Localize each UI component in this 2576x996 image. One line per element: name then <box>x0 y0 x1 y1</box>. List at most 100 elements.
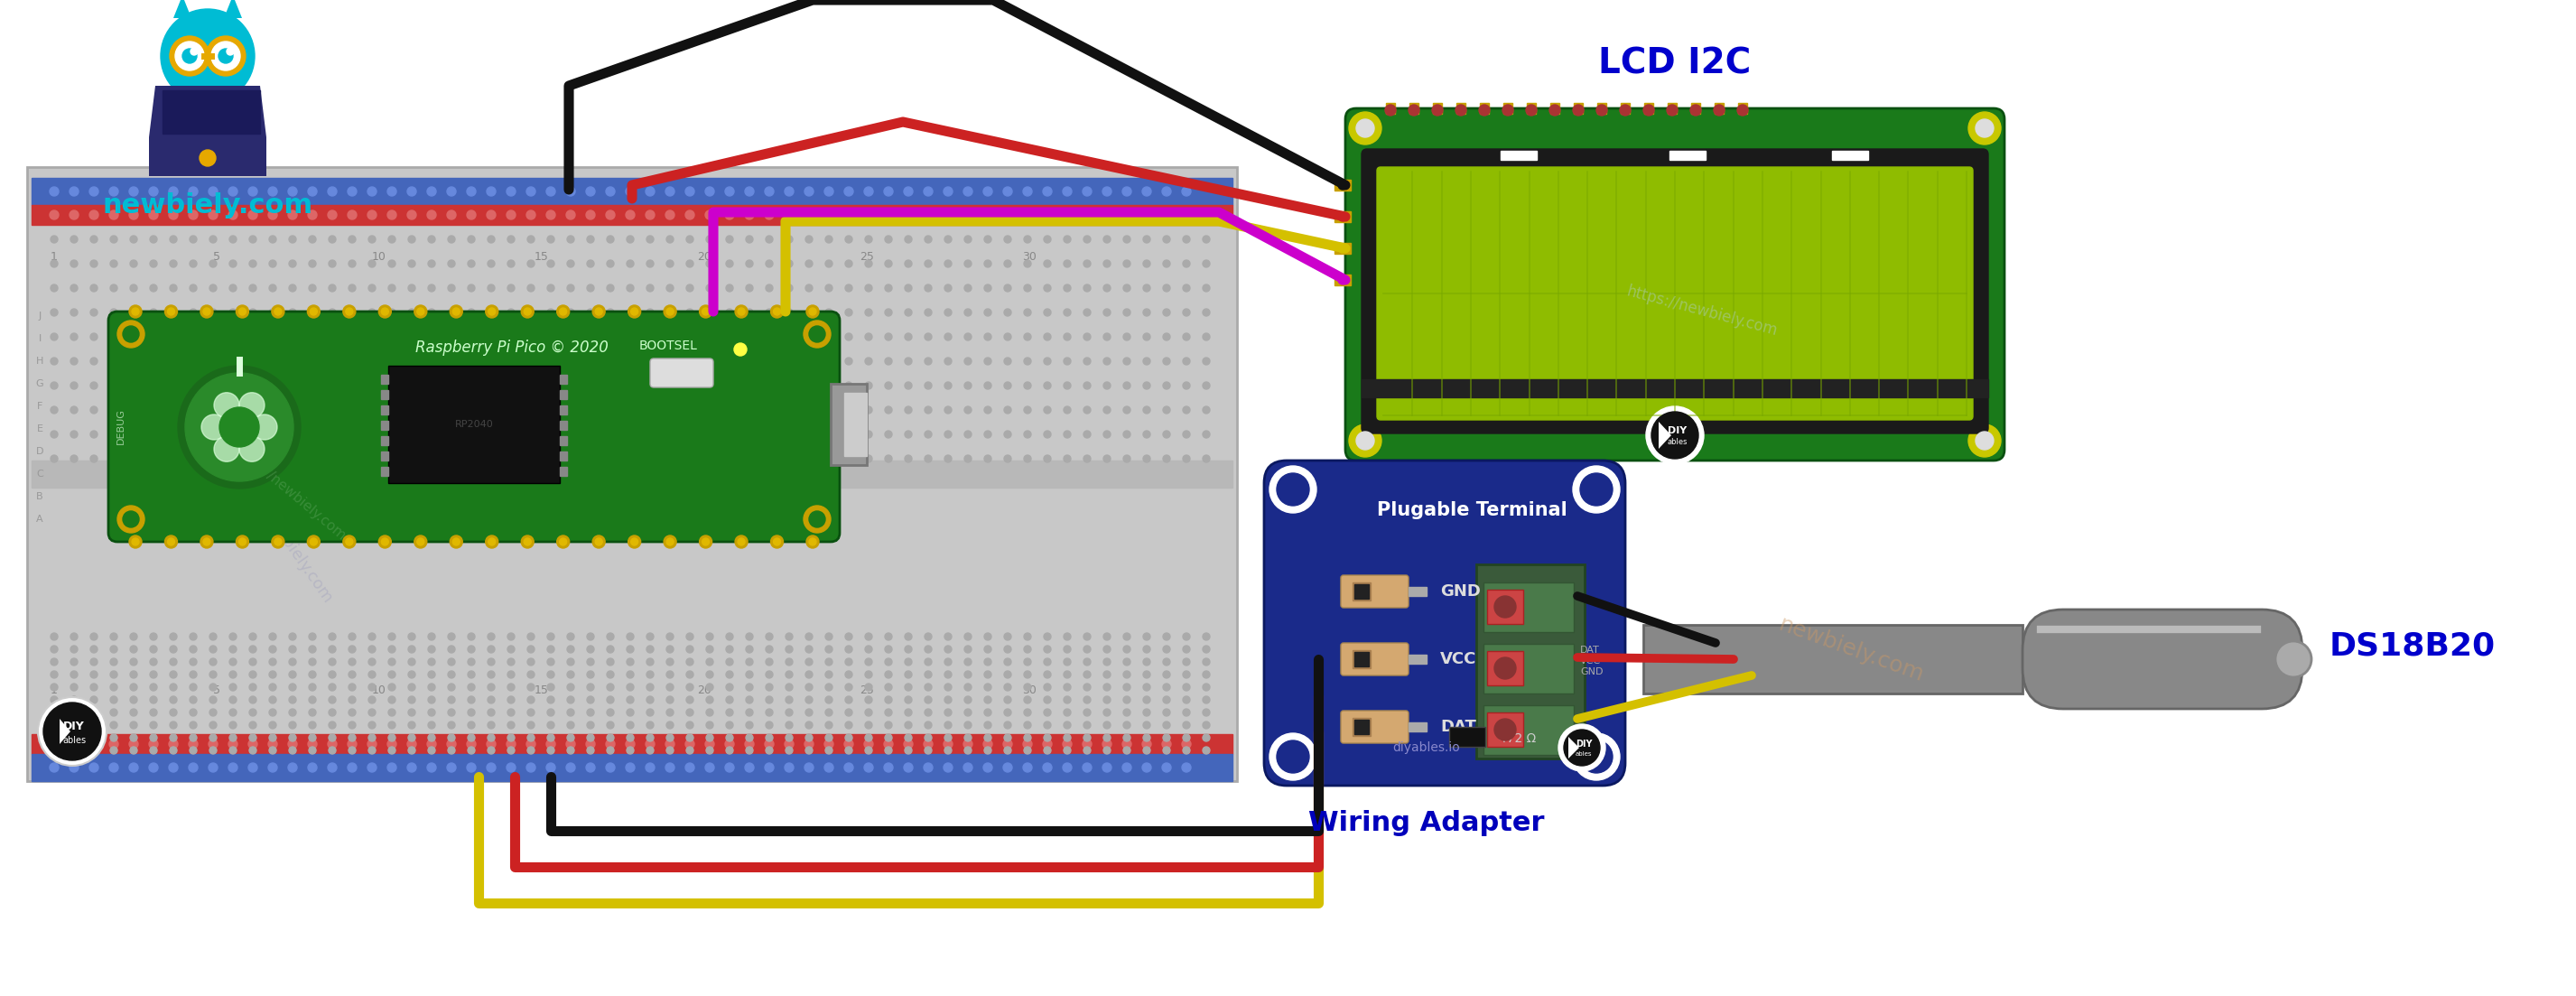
Circle shape <box>309 740 317 749</box>
Circle shape <box>866 633 873 640</box>
Circle shape <box>348 430 355 438</box>
Circle shape <box>1123 747 1131 754</box>
Circle shape <box>765 260 773 267</box>
Bar <box>1667 103 1677 114</box>
Text: DS18B20: DS18B20 <box>2329 630 2496 661</box>
Circle shape <box>592 305 605 318</box>
Circle shape <box>845 747 853 754</box>
Circle shape <box>824 358 832 365</box>
Circle shape <box>250 381 258 389</box>
Circle shape <box>1043 455 1051 462</box>
Circle shape <box>647 763 654 772</box>
Circle shape <box>1162 309 1170 316</box>
Circle shape <box>1023 645 1030 652</box>
Circle shape <box>765 721 773 729</box>
Circle shape <box>428 187 435 196</box>
Bar <box>1484 705 1574 755</box>
Circle shape <box>1144 671 1151 678</box>
Circle shape <box>984 285 992 292</box>
Circle shape <box>229 358 237 365</box>
Circle shape <box>726 430 734 438</box>
Circle shape <box>786 430 793 438</box>
Circle shape <box>806 709 811 716</box>
Circle shape <box>1043 187 1051 196</box>
Circle shape <box>706 747 714 754</box>
Circle shape <box>1005 236 1012 243</box>
Text: LCD I2C: LCD I2C <box>1600 46 1752 81</box>
Bar <box>31 734 1231 754</box>
Circle shape <box>706 658 714 665</box>
Circle shape <box>747 236 752 243</box>
Circle shape <box>1579 473 1613 506</box>
Circle shape <box>191 381 196 389</box>
Circle shape <box>129 740 139 749</box>
Circle shape <box>428 696 435 703</box>
Circle shape <box>528 709 536 716</box>
Circle shape <box>170 430 178 438</box>
Circle shape <box>188 210 198 219</box>
Circle shape <box>845 187 853 196</box>
Bar <box>31 205 1231 225</box>
Circle shape <box>904 455 912 462</box>
Circle shape <box>70 406 77 413</box>
Circle shape <box>943 187 953 196</box>
Circle shape <box>685 334 693 341</box>
Circle shape <box>90 763 98 772</box>
Circle shape <box>567 696 574 703</box>
Circle shape <box>448 721 456 729</box>
Circle shape <box>884 406 891 413</box>
Circle shape <box>428 260 435 267</box>
Circle shape <box>389 696 397 703</box>
Circle shape <box>229 381 237 389</box>
FancyBboxPatch shape <box>1342 643 1409 675</box>
Circle shape <box>786 633 793 640</box>
Circle shape <box>201 414 227 440</box>
Circle shape <box>667 358 672 365</box>
Circle shape <box>1123 455 1131 462</box>
Circle shape <box>309 645 317 652</box>
Circle shape <box>1386 105 1396 116</box>
Circle shape <box>747 358 752 365</box>
Circle shape <box>229 187 237 196</box>
Circle shape <box>626 236 634 243</box>
Circle shape <box>1043 633 1051 640</box>
Circle shape <box>685 683 693 691</box>
Circle shape <box>1432 105 1443 116</box>
Circle shape <box>845 406 853 413</box>
Circle shape <box>250 260 258 267</box>
Circle shape <box>330 645 335 652</box>
Circle shape <box>90 645 98 652</box>
Circle shape <box>747 645 752 652</box>
Circle shape <box>984 721 992 729</box>
Circle shape <box>90 187 98 196</box>
Bar <box>1499 388 1535 397</box>
Circle shape <box>1203 721 1211 729</box>
Circle shape <box>348 721 355 729</box>
Circle shape <box>806 334 811 341</box>
Circle shape <box>229 210 237 219</box>
Circle shape <box>268 187 278 196</box>
Circle shape <box>866 658 873 665</box>
Circle shape <box>428 734 435 741</box>
Circle shape <box>747 285 752 292</box>
Circle shape <box>1103 740 1110 749</box>
Circle shape <box>904 721 912 729</box>
Circle shape <box>170 406 178 413</box>
Bar <box>1574 103 1582 114</box>
Circle shape <box>1203 671 1211 678</box>
Circle shape <box>546 309 554 316</box>
Circle shape <box>507 187 515 196</box>
Circle shape <box>866 721 873 729</box>
Text: newbiely.com: newbiely.com <box>1775 614 1927 686</box>
Circle shape <box>52 658 57 665</box>
Circle shape <box>1064 740 1072 749</box>
Circle shape <box>1182 734 1190 741</box>
Circle shape <box>706 763 714 772</box>
Circle shape <box>626 285 634 292</box>
Circle shape <box>963 709 971 716</box>
Circle shape <box>765 334 773 341</box>
Circle shape <box>904 334 912 341</box>
Circle shape <box>379 305 392 318</box>
Circle shape <box>345 538 353 546</box>
Circle shape <box>737 538 744 546</box>
